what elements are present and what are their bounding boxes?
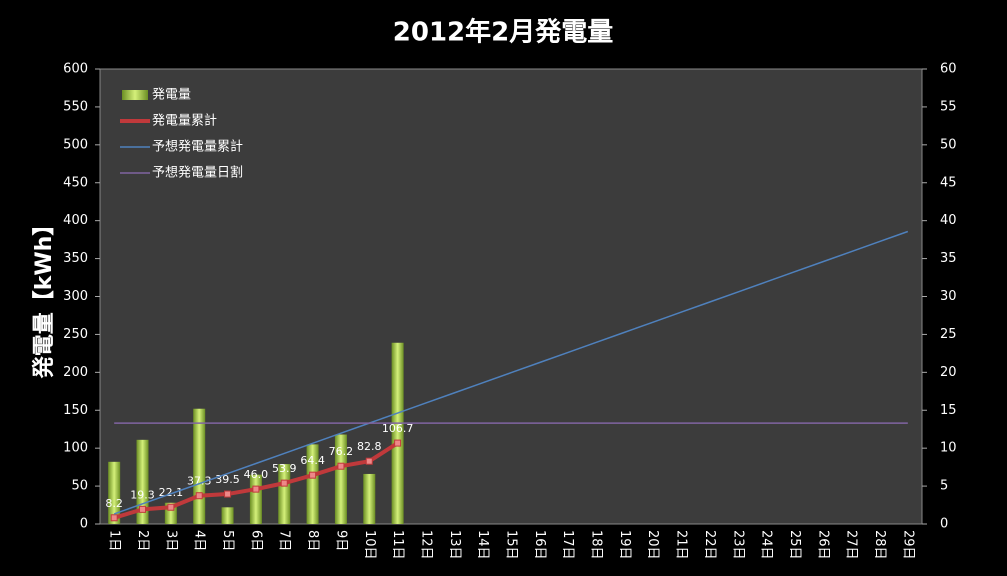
x-tick-label: 15日 <box>504 530 519 560</box>
data-label: 53.9 <box>272 462 297 475</box>
x-tick-label: 24日 <box>759 530 774 560</box>
y-tick-label: 50 <box>71 479 88 494</box>
y2-tick-label: 55 <box>940 99 957 114</box>
bar <box>193 408 206 524</box>
marker <box>365 457 373 465</box>
y2-tick-label: 20 <box>940 365 957 380</box>
y-tick-label: 250 <box>63 327 88 342</box>
data-label: 8.2 <box>105 497 123 510</box>
bar <box>108 461 121 524</box>
marker <box>394 439 402 447</box>
marker <box>167 503 175 511</box>
y2-tick-label: 50 <box>940 137 957 152</box>
x-tick-label: 29日 <box>900 530 915 560</box>
y2-tick-label: 10 <box>940 441 957 456</box>
x-tick-label: 26日 <box>815 530 830 560</box>
y-tick-label: 400 <box>63 213 88 228</box>
y-tick-label: 200 <box>63 365 88 380</box>
plot-area <box>99 68 923 525</box>
bar <box>391 342 404 524</box>
legend-label: 発電量 <box>152 88 191 103</box>
x-tick-label: 2日 <box>135 530 150 551</box>
x-tick-label: 8日 <box>305 530 320 551</box>
y-tick-label: 550 <box>63 99 88 114</box>
y-axis-label: 発電量【kWh】 <box>32 214 57 380</box>
x-tick-label: 3日 <box>163 530 178 551</box>
x-tick-label: 6日 <box>248 530 263 551</box>
marker <box>110 514 118 522</box>
y-tick-label: 500 <box>63 137 88 152</box>
data-label: 37.3 <box>187 475 212 488</box>
y-tick-label: 0 <box>80 517 88 532</box>
x-tick-label: 11日 <box>390 530 405 560</box>
x-tick-label: 17日 <box>560 530 575 560</box>
x-tick-label: 18日 <box>589 530 604 560</box>
y-tick-label: 600 <box>63 62 88 77</box>
y2-tick-label: 35 <box>940 251 957 266</box>
y-tick-label: 450 <box>63 175 88 190</box>
x-tick-label: 16日 <box>532 530 547 560</box>
x-tick-label: 27日 <box>844 530 859 560</box>
x-tick-label: 12日 <box>418 530 433 560</box>
y2-tick-label: 60 <box>940 62 957 77</box>
data-label: 106.7 <box>382 422 414 435</box>
y2-tick-label: 40 <box>940 213 957 228</box>
marker <box>337 462 345 470</box>
y2-tick-label: 45 <box>940 175 957 190</box>
marker <box>309 471 317 479</box>
x-tick-label: 14日 <box>475 530 490 560</box>
x-tick-label: 28日 <box>872 530 887 560</box>
data-label: 39.5 <box>215 473 240 486</box>
y-tick-label: 100 <box>63 441 88 456</box>
x-tick-label: 1日 <box>107 530 122 551</box>
y-tick-label: 350 <box>63 251 88 266</box>
data-label: 64.4 <box>300 454 325 467</box>
chart-title: 2012年2月発電量 <box>393 17 613 48</box>
y2-tick-label: 0 <box>940 517 948 532</box>
marker <box>224 490 232 498</box>
bar <box>278 464 291 524</box>
x-tick-label: 7日 <box>277 530 292 551</box>
x-tick-label: 5日 <box>220 530 235 551</box>
marker <box>139 505 147 513</box>
bar <box>363 473 376 524</box>
bar <box>249 474 262 524</box>
x-tick-label: 9日 <box>333 530 348 551</box>
x-tick-label: 20日 <box>645 530 660 560</box>
x-tick-label: 19日 <box>617 530 632 560</box>
data-label: 19.3 <box>130 488 155 501</box>
y2-tick-label: 25 <box>940 327 957 342</box>
bar <box>221 507 234 524</box>
data-label: 82.8 <box>357 440 382 453</box>
marker <box>280 479 288 487</box>
x-tick-label: 21日 <box>674 530 689 560</box>
data-label: 46.0 <box>244 468 269 481</box>
y-tick-label: 150 <box>63 403 88 418</box>
x-tick-label: 23日 <box>730 530 745 560</box>
y2-tick-label: 30 <box>940 289 957 304</box>
x-tick-label: 10日 <box>362 530 377 560</box>
bar <box>334 434 347 524</box>
x-tick-label: 13日 <box>447 530 462 560</box>
data-label: 76.2 <box>329 445 354 458</box>
line <box>113 230 909 515</box>
legend-label: 予想発電量日割 <box>152 165 243 181</box>
x-tick-label: 25日 <box>787 530 802 560</box>
x-tick-label: 4日 <box>192 530 207 551</box>
y-tick-label: 300 <box>63 289 88 304</box>
legend-swatch <box>122 90 148 100</box>
bar <box>306 444 319 524</box>
x-tick-label: 22日 <box>702 530 717 560</box>
marker <box>195 492 203 500</box>
legend-label: 予想発電量累計 <box>152 139 243 155</box>
legend-label: 発電量累計 <box>152 113 217 129</box>
y2-tick-label: 5 <box>940 479 948 494</box>
y2-tick-label: 15 <box>940 403 957 418</box>
marker <box>252 485 260 493</box>
